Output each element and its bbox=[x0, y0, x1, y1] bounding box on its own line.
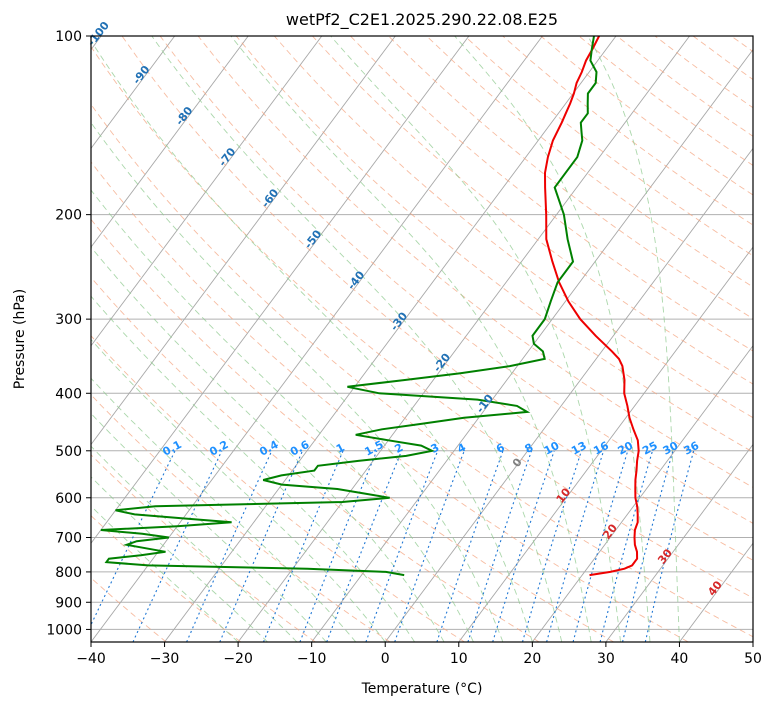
moist-adiabat bbox=[587, 36, 680, 642]
x-tick-label: −40 bbox=[76, 651, 106, 667]
dry-adiabat bbox=[350, 36, 753, 352]
y-tick-label: 300 bbox=[55, 312, 82, 328]
isotherm-line bbox=[91, 36, 176, 150]
y-tick-label: 600 bbox=[55, 491, 82, 507]
mixing-ratio-line bbox=[467, 450, 533, 642]
moist-adiabat bbox=[91, 338, 386, 642]
mixing-ratio-line bbox=[521, 450, 583, 642]
isotherm-line bbox=[91, 36, 396, 446]
y-tick-label: 700 bbox=[55, 531, 82, 547]
mixing-ratio-label: 16 bbox=[591, 439, 611, 458]
mixing-ratio-label: 30 bbox=[661, 439, 681, 458]
dry-adiabat bbox=[91, 577, 167, 642]
isotherm-line bbox=[237, 36, 690, 642]
y-tick-label: 200 bbox=[55, 208, 82, 224]
isotherm-line bbox=[605, 443, 753, 642]
dry-adiabat bbox=[91, 161, 689, 642]
x-tick-label: −10 bbox=[297, 651, 327, 667]
x-tick-label: 10 bbox=[450, 651, 468, 667]
mixing-ratio-line bbox=[186, 450, 273, 642]
x-tick-label: 0 bbox=[381, 651, 390, 667]
mixing-ratio-line bbox=[365, 450, 439, 642]
moist-adiabat bbox=[91, 476, 268, 642]
y-tick-label: 1000 bbox=[46, 622, 82, 638]
mixing-ratio-line bbox=[219, 450, 304, 642]
dry-adiabat bbox=[91, 394, 391, 642]
moist-adiabat bbox=[151, 36, 563, 642]
mixing-ratio-label: 20 bbox=[616, 439, 636, 458]
x-tick-label: 50 bbox=[744, 651, 762, 667]
moist-adiabat bbox=[91, 412, 327, 642]
x-tick-label: −30 bbox=[150, 651, 180, 667]
mixing-ratio-line bbox=[622, 450, 674, 642]
mixing-ratio-line bbox=[572, 450, 629, 642]
moist-adiabat bbox=[454, 36, 651, 642]
x-tick-label: 30 bbox=[597, 651, 615, 667]
moist-adiabat bbox=[330, 36, 622, 642]
moist-adiabat bbox=[91, 121, 504, 642]
plot-area bbox=[91, 36, 753, 642]
isotherm-line bbox=[91, 36, 470, 545]
isotherm-line bbox=[458, 246, 753, 642]
dry-adiabat bbox=[91, 454, 316, 642]
moist-adiabat bbox=[91, 445, 298, 642]
y-tick-label: 500 bbox=[55, 444, 82, 460]
mixing-ratio-line bbox=[132, 450, 223, 642]
dewpoint-profile-line bbox=[100, 36, 598, 577]
isotherm-line bbox=[91, 36, 543, 642]
isotherm-line bbox=[91, 36, 249, 248]
mixing-ratio-line bbox=[262, 450, 344, 642]
dry-adiabat bbox=[91, 103, 753, 638]
mixing-ratio-line bbox=[299, 450, 378, 642]
isotherm-line bbox=[164, 36, 617, 642]
dry-adiabat bbox=[312, 36, 753, 385]
x-tick-label: 40 bbox=[671, 651, 689, 667]
isotherm-line bbox=[91, 36, 323, 347]
mixing-ratio-line bbox=[644, 450, 695, 642]
dry-adiabat bbox=[91, 335, 465, 642]
x-axis-ticks: −40 −30 −20 −10 0 10 20 30 40 50 bbox=[76, 642, 762, 667]
moist-adiabat bbox=[91, 505, 239, 642]
series-layer bbox=[100, 36, 640, 577]
y-tick-label: 100 bbox=[55, 29, 82, 45]
y-tick-label: 900 bbox=[55, 595, 82, 611]
mixing-ratio-label: 25 bbox=[640, 439, 660, 458]
mixing-ratio-line bbox=[599, 450, 654, 642]
dry-adiabat bbox=[273, 36, 753, 419]
mixing-ratio-line bbox=[436, 450, 504, 642]
chart-title: wetPf2_C2E1.2025.290.22.08.E25 bbox=[286, 10, 558, 30]
mixing-ratio-line bbox=[492, 450, 555, 642]
x-tick-label: 20 bbox=[523, 651, 541, 667]
moist-adiabat bbox=[91, 295, 415, 642]
mixing-ratio-label: 10 bbox=[542, 439, 562, 458]
plot-frame bbox=[90, 35, 754, 643]
isotherm-line bbox=[311, 48, 753, 642]
moist-adiabat bbox=[230, 36, 592, 642]
isotherm-line bbox=[531, 345, 753, 642]
dry-adiabat bbox=[91, 45, 753, 599]
temperature-profile-line bbox=[543, 36, 640, 577]
y-axis-ticks: 100 200 300 400 500 600 700 800 900 1000 bbox=[46, 29, 91, 638]
mixing-ratio-line bbox=[326, 450, 403, 642]
y-tick-label: 800 bbox=[55, 565, 82, 581]
x-axis-label: Temperature (°C) bbox=[361, 681, 483, 697]
x-tick-label: −20 bbox=[223, 651, 253, 667]
moist-adiabat bbox=[91, 39, 533, 642]
dry-adiabat bbox=[121, 36, 753, 561]
mixing-ratio-line bbox=[546, 450, 605, 642]
y-axis-label: Pressure (hPa) bbox=[12, 289, 28, 389]
dry-adiabat bbox=[159, 36, 753, 524]
mixing-ratio-label: 13 bbox=[569, 439, 589, 458]
mixing-ratio-label: 36 bbox=[682, 439, 702, 458]
isotherm-line bbox=[384, 147, 753, 642]
dry-adiabat bbox=[91, 218, 614, 642]
y-tick-label: 400 bbox=[55, 386, 82, 402]
